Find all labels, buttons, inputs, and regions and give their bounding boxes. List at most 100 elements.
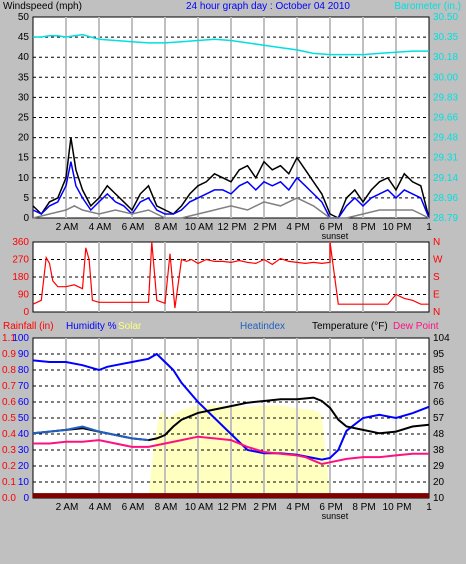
temperature-y-tick: 10 bbox=[433, 493, 445, 504]
barometer-y-tick: 29.14 bbox=[433, 173, 458, 184]
barometer-y-tick: 30.35 bbox=[433, 32, 458, 43]
compass-tick: N bbox=[433, 307, 440, 318]
rainfall-y-tick: 0.0 bbox=[2, 493, 16, 504]
rainfall-y-tick: 0.7 bbox=[2, 381, 16, 392]
x-tick-label: 12 PM bbox=[218, 222, 247, 233]
direction-y-tick: 0 bbox=[23, 307, 29, 318]
graph-title: 24 hour graph day : October 04 2010 bbox=[186, 1, 350, 12]
temperature-y-tick: 57 bbox=[433, 413, 445, 424]
humidity-y-tick: 50 bbox=[18, 413, 30, 424]
temperature-y-tick: 95 bbox=[433, 349, 445, 360]
x-tick-label: 4 AM bbox=[89, 222, 112, 233]
x-tick-label: 6 AM bbox=[122, 502, 145, 513]
thermo-x-ticks: 2 AM 4 AM 6 AM 8 AM 10 AM 12 PM 2 PM 4 PM 6 PM 8 … bbox=[56, 502, 433, 521]
barometer-y-ticks: 28.79 28.96 29.14 29.31 29.48 29.66 29.83 30.00… bbox=[433, 12, 458, 224]
humidity-y-tick: 100 bbox=[12, 333, 29, 344]
compass-tick: W bbox=[433, 255, 443, 266]
x-tick-label: 10 AM bbox=[185, 502, 213, 513]
wind-y-tick: 35 bbox=[18, 72, 30, 83]
heatindex-axis-title: Heatindex bbox=[240, 321, 285, 332]
x-tick-label: 10 PM bbox=[383, 502, 412, 513]
humidity-y-tick: 90 bbox=[18, 349, 30, 360]
direction-y-tick: 270 bbox=[12, 255, 29, 266]
direction-line bbox=[32, 241, 429, 309]
solar-axis-title: Solar bbox=[118, 321, 142, 332]
wind-y-tick: 25 bbox=[18, 113, 30, 124]
humidity-y-tick: 70 bbox=[18, 381, 30, 392]
temperature-axis-title: Temperature (°F) bbox=[312, 321, 388, 332]
x-tick-label: 2 PM bbox=[253, 502, 276, 513]
rainfall-y-tick: 0.4 bbox=[2, 429, 16, 440]
x-tick-label: 10 PM bbox=[383, 222, 412, 233]
barometer-y-tick: 29.31 bbox=[433, 153, 458, 164]
x-tick-label: 8 PM bbox=[352, 222, 375, 233]
compass-tick: E bbox=[433, 290, 440, 301]
humidity-y-tick: 20 bbox=[18, 461, 30, 472]
barometer-y-tick: 30.50 bbox=[433, 12, 458, 23]
wind-y-tick: 30 bbox=[18, 92, 30, 103]
thermo-left-ticks: 0.0 0.1 0.2 0.3 0.4 0.5 0.6 0.7 0.8 0.9 1.1 0 10 20 30… bbox=[2, 333, 29, 504]
barometer-y-tick: 28.79 bbox=[433, 213, 458, 224]
heatindex-line bbox=[32, 425, 149, 442]
dewpoint-axis-title: Dew Point bbox=[393, 321, 439, 332]
x-tick-label: 2 PM bbox=[253, 222, 276, 233]
x-tick-label: 8 AM bbox=[155, 502, 178, 513]
direction-y-tick: 90 bbox=[18, 290, 30, 301]
barometer-y-tick: 29.66 bbox=[433, 113, 458, 124]
humidity-line bbox=[32, 352, 430, 461]
temperature-y-tick: 38 bbox=[433, 445, 445, 456]
x-tick-label: 4 AM bbox=[89, 502, 112, 513]
direction-y-ticks: 0 90 180 270 360 bbox=[12, 237, 29, 318]
humidity-y-tick: 0 bbox=[23, 493, 29, 504]
rainfall-bar bbox=[33, 493, 429, 498]
temperature-y-tick: 20 bbox=[433, 477, 445, 488]
x-tick-label: 6 PM bbox=[319, 502, 342, 513]
rainfall-y-tick: 0.8 bbox=[2, 365, 16, 376]
gust_avg-line bbox=[32, 161, 430, 219]
rainfall-y-tick: 0.5 bbox=[2, 413, 16, 424]
thermo-series bbox=[32, 352, 430, 498]
rainfall-y-tick: 0.1 bbox=[2, 477, 16, 488]
wind-y-tick: 45 bbox=[18, 32, 30, 43]
wind-y-tick: 10 bbox=[18, 173, 30, 184]
x-tick-label: 4 PM bbox=[286, 222, 309, 233]
x-tick-label: 1 bbox=[426, 502, 432, 513]
x-tick-label: 2 AM bbox=[56, 502, 79, 513]
direction-y-tick: 360 bbox=[12, 237, 29, 248]
x-tick-label: 12 PM bbox=[218, 502, 247, 513]
wind-y-tick: 15 bbox=[18, 153, 30, 164]
wind-y-tick: 50 bbox=[18, 12, 30, 23]
rainfall-y-tick: 0.9 bbox=[2, 349, 16, 360]
thermo-grid bbox=[33, 338, 429, 498]
rainfall-y-tick: 0.3 bbox=[2, 445, 16, 456]
wind-y-tick: 20 bbox=[18, 133, 30, 144]
rainfall-y-tick: 0.2 bbox=[2, 461, 16, 472]
direction-grid bbox=[33, 242, 429, 312]
windspeed-axis-title: Windspeed (mph) bbox=[3, 1, 82, 12]
barometer-y-tick: 28.96 bbox=[433, 193, 458, 204]
barometer-axis-title: Barometer (in.) bbox=[394, 1, 461, 12]
compass-tick: N bbox=[433, 237, 440, 248]
rainfall-y-tick: 0.6 bbox=[2, 397, 16, 408]
x-tick-label: 6 AM bbox=[122, 222, 145, 233]
barometer-line bbox=[33, 33, 429, 56]
x-tick-label: 6 PM bbox=[319, 222, 342, 233]
dewpoint-line bbox=[33, 435, 429, 466]
temperature-y-tick: 104 bbox=[433, 333, 450, 344]
humidity-y-tick: 60 bbox=[18, 397, 30, 408]
rainfall-y-tick: 1.1 bbox=[2, 333, 16, 344]
wind-line bbox=[32, 137, 430, 220]
x-tick-label: 8 AM bbox=[155, 222, 178, 233]
wind-y-tick: 40 bbox=[18, 52, 30, 63]
sunset-label: sunset bbox=[322, 231, 349, 241]
temperature-y-tick: 85 bbox=[433, 365, 445, 376]
temperature-y-tick: 29 bbox=[433, 461, 445, 472]
humidity-axis-title: Humidity % bbox=[66, 321, 117, 332]
temperature-y-tick: 76 bbox=[433, 381, 445, 392]
wind-series bbox=[32, 33, 430, 220]
x-tick-label: 1 bbox=[426, 222, 432, 233]
barometer-y-tick: 29.83 bbox=[433, 92, 458, 103]
